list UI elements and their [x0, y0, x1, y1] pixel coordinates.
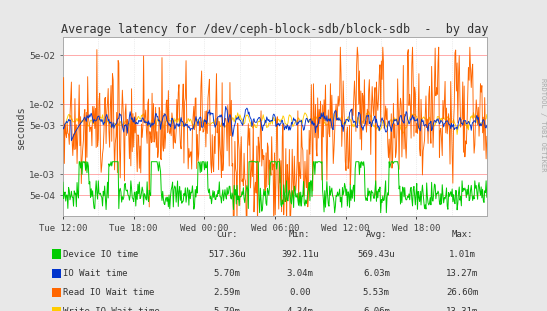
Text: 392.11u: 392.11u	[281, 250, 318, 258]
Text: 5.70m: 5.70m	[213, 308, 241, 311]
Text: 6.03m: 6.03m	[363, 269, 390, 278]
Text: 569.43u: 569.43u	[358, 250, 395, 258]
Text: Device IO time: Device IO time	[63, 250, 138, 258]
Text: Write IO Wait time: Write IO Wait time	[63, 308, 160, 311]
Text: 3.04m: 3.04m	[286, 269, 313, 278]
Text: 517.36u: 517.36u	[208, 250, 246, 258]
Text: Avg:: Avg:	[365, 230, 387, 239]
Text: 0.00: 0.00	[289, 288, 311, 297]
Text: 13.31m: 13.31m	[446, 308, 478, 311]
Text: Cur:: Cur:	[216, 230, 238, 239]
Y-axis label: seconds: seconds	[16, 105, 26, 149]
Text: 5.70m: 5.70m	[213, 269, 241, 278]
Text: Read IO Wait time: Read IO Wait time	[63, 288, 154, 297]
Text: 1.01m: 1.01m	[449, 250, 476, 258]
Text: 6.06m: 6.06m	[363, 308, 390, 311]
Text: 5.53m: 5.53m	[363, 288, 390, 297]
Text: 4.34m: 4.34m	[286, 308, 313, 311]
Title: Average latency for /dev/ceph-block-sdb/block-sdb  -  by day: Average latency for /dev/ceph-block-sdb/…	[61, 23, 488, 36]
Text: Max:: Max:	[451, 230, 473, 239]
Text: Min:: Min:	[289, 230, 311, 239]
Text: 13.27m: 13.27m	[446, 269, 478, 278]
Text: 26.60m: 26.60m	[446, 288, 478, 297]
Text: IO Wait time: IO Wait time	[63, 269, 127, 278]
Text: RRDTOOL / TOBI OETIKER: RRDTOOL / TOBI OETIKER	[540, 78, 546, 171]
Text: 2.59m: 2.59m	[213, 288, 241, 297]
